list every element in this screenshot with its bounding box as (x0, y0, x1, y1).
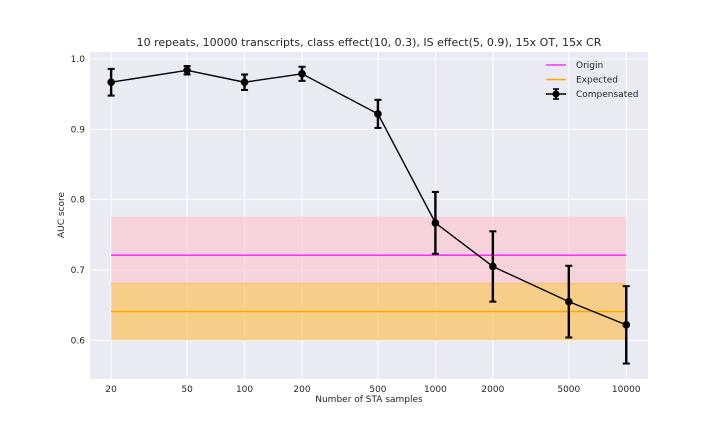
x-tick-label: 20 (105, 385, 117, 395)
bands (111, 216, 627, 341)
y-tick-label: 0.7 (71, 266, 85, 276)
legend-origin-label: Origin (576, 61, 603, 71)
legend-expected-label: Expected (576, 76, 618, 86)
x-axis-label: Number of STA samples (315, 395, 423, 405)
chart-title: 10 repeats, 10000 transcripts, class eff… (137, 36, 602, 49)
compensated-point (564, 297, 573, 306)
compensated-point (240, 78, 249, 87)
legend-compensated-label: Compensated (576, 90, 639, 100)
y-tick-label: 0.6 (71, 336, 86, 346)
compensated-point (107, 78, 115, 87)
x-tick-label: 5000 (557, 385, 580, 395)
x-tick-label: 200 (293, 385, 310, 395)
y-tick-label: 1.0 (71, 55, 86, 65)
compensated-point (431, 219, 440, 227)
y-axis-label: AUC score (57, 192, 67, 239)
x-tick-labels: 20 50 100 200 500 1000 2000 5000 10000 (105, 385, 640, 395)
compensated-point (489, 262, 497, 271)
y-tick-labels: 0.6 0.7 0.8 0.9 1.0 (71, 55, 86, 346)
legend-compensated-marker (552, 90, 560, 98)
x-tick-label: 50 (181, 385, 193, 395)
x-tick-label: 2000 (481, 385, 504, 395)
compensated-point (374, 110, 382, 118)
compensated-point (298, 70, 306, 78)
series-lines (107, 65, 631, 365)
y-tick-label: 0.9 (71, 125, 86, 135)
y-tick-label: 0.8 (71, 196, 86, 206)
x-tick-label: 10000 (612, 385, 641, 395)
compensated-point (183, 66, 191, 75)
x-tick-label: 500 (369, 385, 386, 395)
x-tick-label: 100 (236, 385, 253, 395)
x-tick-label: 1000 (424, 385, 447, 395)
compensated-point (622, 321, 631, 329)
legend: Origin Expected Compensated (546, 61, 639, 100)
origin-band (111, 216, 627, 285)
